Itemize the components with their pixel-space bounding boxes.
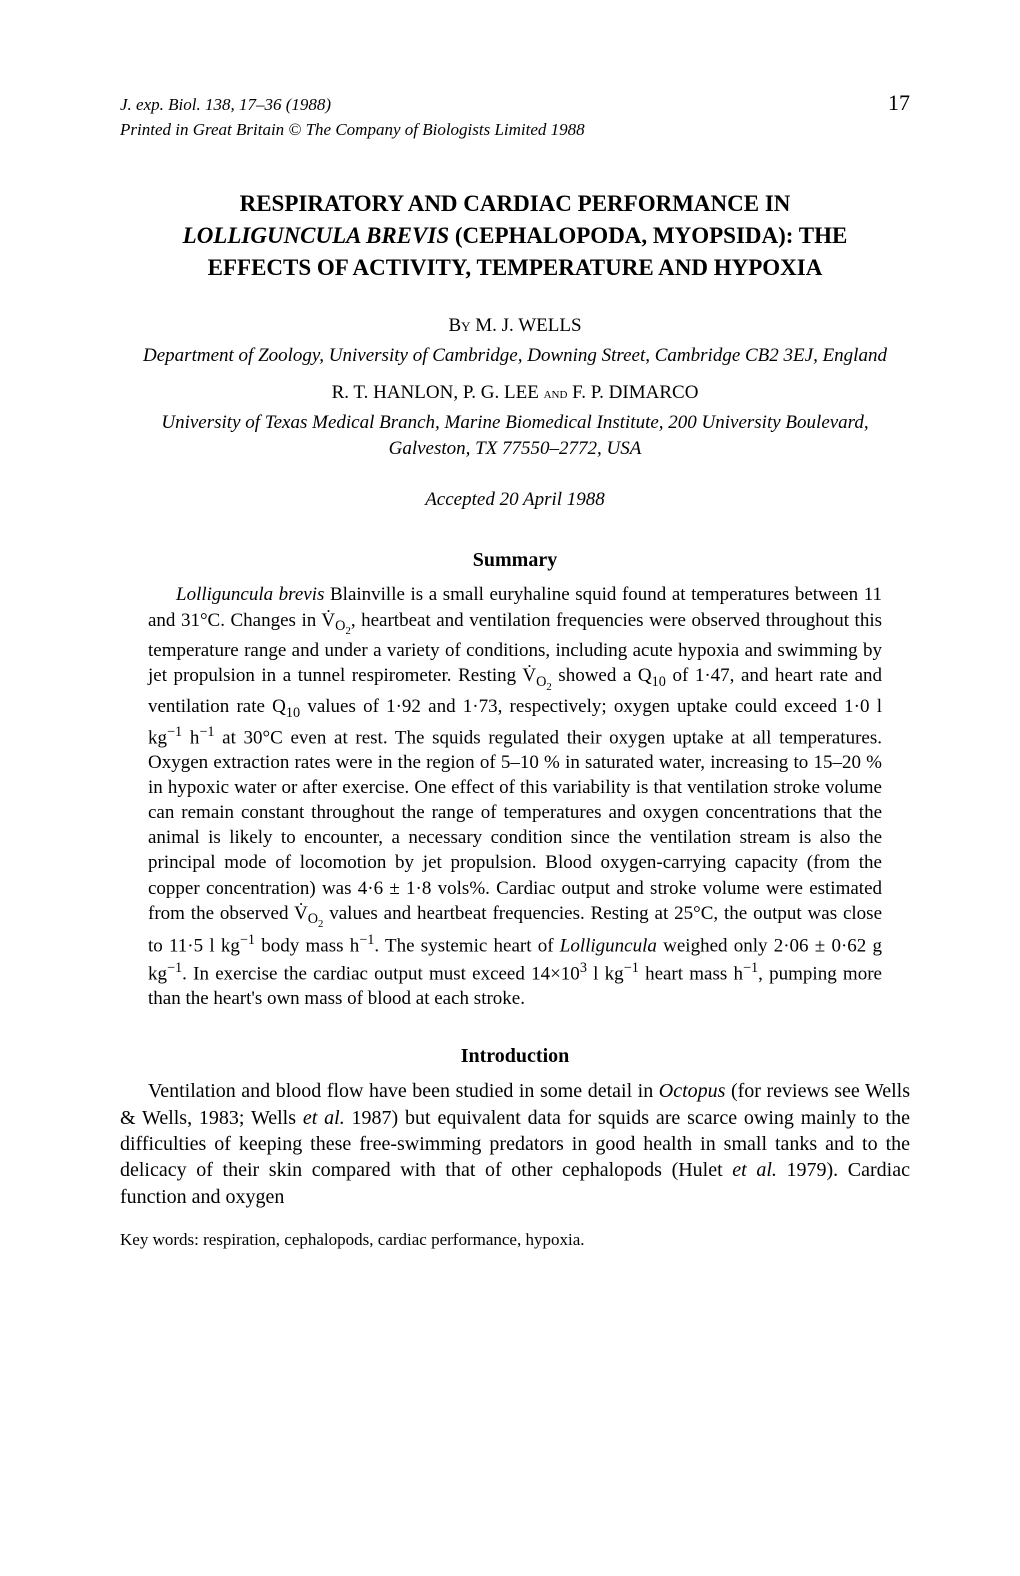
- keywords: Key words: respiration, cephalopods, car…: [120, 1230, 910, 1250]
- journal-citation: J. exp. Biol. 138, 17–36 (1988): [120, 95, 331, 115]
- title-line2-rest: (CEPHALOPODA, MYOPSIDA): THE: [449, 223, 847, 248]
- author2-last: F. P. DIMARCO: [567, 382, 698, 403]
- introduction-heading: Introduction: [120, 1045, 910, 1068]
- accepted-date: Accepted 20 April 1988: [120, 489, 910, 511]
- affiliation2: University of Texas Medical Branch, Mari…: [120, 410, 910, 461]
- affiliation1: Department of Zoology, University of Cam…: [120, 343, 910, 369]
- printed-line: Printed in Great Britain © The Company o…: [120, 120, 910, 140]
- summary-body: Lolliguncula brevis Blainville is a smal…: [120, 582, 910, 1011]
- title-line1: RESPIRATORY AND CARDIAC PERFORMANCE IN: [240, 191, 791, 216]
- byline-authors2: R. T. HANLON, P. G. LEE and F. P. DIMARC…: [120, 382, 910, 404]
- title-species: LOLLIGUNCULA BREVIS: [183, 223, 449, 248]
- summary-heading: Summary: [120, 549, 910, 572]
- byline-author1: By M. J. WELLS: [120, 315, 910, 337]
- introduction-body: Ventilation and blood flow have been stu…: [120, 1078, 910, 1210]
- page-number: 17: [888, 90, 910, 116]
- by-label: By: [448, 315, 470, 336]
- article-title: RESPIRATORY AND CARDIAC PERFORMANCE IN L…: [120, 188, 910, 285]
- title-line3: EFFECTS OF ACTIVITY, TEMPERATURE AND HYP…: [208, 255, 823, 280]
- header-line: J. exp. Biol. 138, 17–36 (1988) 17: [120, 90, 910, 116]
- author1-name: M. J. WELLS: [471, 315, 582, 336]
- and-label: and: [544, 385, 568, 402]
- author2-names: R. T. HANLON, P. G. LEE: [332, 382, 544, 403]
